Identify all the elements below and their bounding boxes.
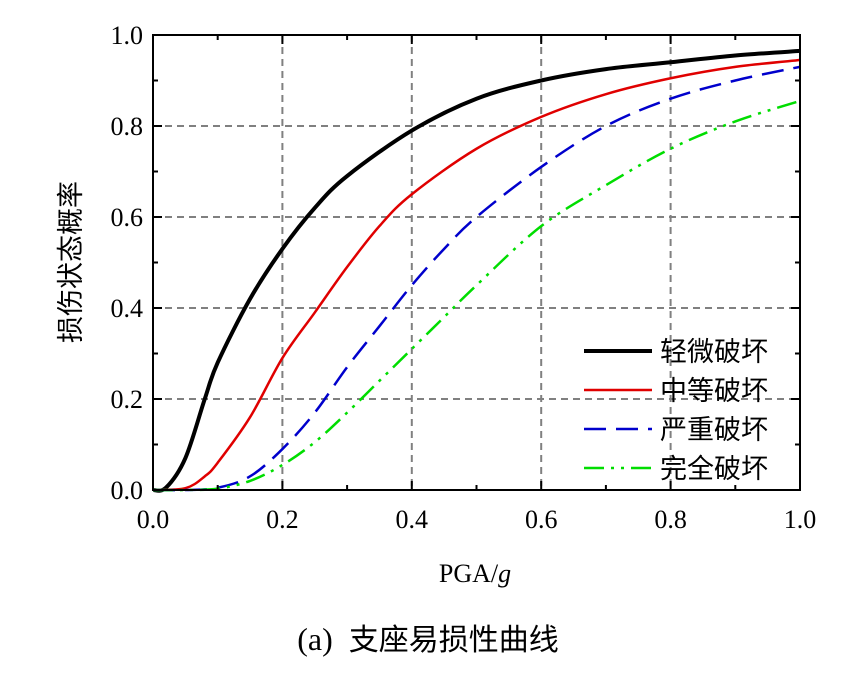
legend-label-extensive: 严重破坏: [660, 415, 768, 446]
fragility-chart: 0.0 0.2 0.4 0.6 0.8 1.0 0.0 0.2 0.4 0.6 0.8 1.0 PG…: [56, 21, 817, 588]
caption-text: 支座易损性曲线: [348, 623, 559, 658]
y-axis-label: 损伤状态概率: [56, 181, 87, 343]
grid-lines: [153, 35, 800, 490]
y-tick-label: 0.0: [111, 476, 144, 505]
y-tick-label: 0.8: [111, 112, 144, 141]
legend-label-slight: 轻微破坏: [660, 337, 768, 368]
x-tick-label: 0.2: [266, 505, 299, 534]
series-line-moderate: [152, 58, 801, 492]
x-tick-labels: 0.0 0.2 0.4 0.6 0.8 1.0: [137, 505, 817, 534]
y-tick-label: 1.0: [111, 21, 144, 50]
caption-label: (a): [297, 621, 333, 657]
series-line-complete: [152, 99, 801, 492]
legend-label-moderate: 中等破坏: [660, 376, 768, 407]
series-curves: [152, 48, 801, 493]
series-line-slight: [152, 48, 801, 493]
y-tick-label: 0.6: [111, 203, 144, 232]
x-tick-label: 1.0: [784, 505, 817, 534]
legend-label-complete: 完全破坏: [660, 454, 768, 485]
figure-caption: (a) 支座易损性曲线: [0, 615, 856, 659]
y-tick-label: 0.4: [111, 294, 144, 323]
x-tick-label: 0.8: [654, 505, 687, 534]
axis-ticks: [152, 34, 801, 491]
x-tick-label: 0.0: [137, 505, 170, 534]
y-tick-label: 0.2: [111, 385, 144, 414]
x-tick-label: 0.6: [525, 505, 558, 534]
x-axis-label: PGA/g: [439, 559, 511, 588]
y-tick-labels: 0.0 0.2 0.4 0.6 0.8 1.0: [111, 21, 144, 505]
x-tick-label: 0.4: [396, 505, 429, 534]
series-line-extensive: [152, 65, 801, 492]
